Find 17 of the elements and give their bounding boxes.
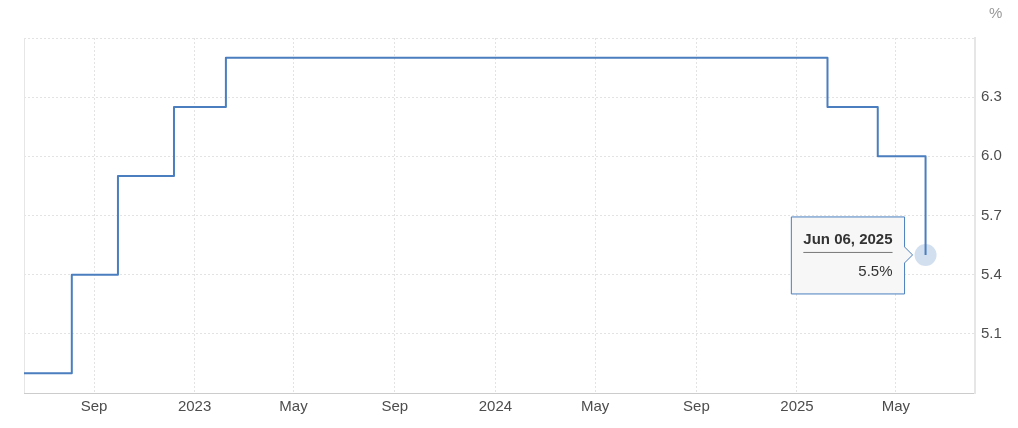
x-tick-label: Sep <box>683 397 710 415</box>
x-tick-label: Sep <box>381 397 409 415</box>
x-tick-label: 2025 <box>780 397 814 415</box>
y-tick-label: 6.0 <box>981 146 1002 164</box>
annotation: Jun 06, 2025 <box>803 230 893 248</box>
y-axis-title: % <box>989 4 1003 22</box>
data-label: 5.5% <box>858 262 893 280</box>
y-tick-label: 6.3 <box>981 87 1002 105</box>
y-tick-label: 5.7 <box>981 205 1002 223</box>
y-tick-label: 5.1 <box>981 323 1002 341</box>
y-tick-label: 5.4 <box>981 264 1002 282</box>
x-tick-label: May <box>580 397 610 415</box>
x-tick-label: 2024 <box>478 397 513 415</box>
x-tick-label: Sep <box>80 397 108 415</box>
x-tick-label: 2023 <box>177 397 212 415</box>
x-tick-label: May <box>881 397 911 415</box>
x-tick-label: May <box>279 397 309 415</box>
